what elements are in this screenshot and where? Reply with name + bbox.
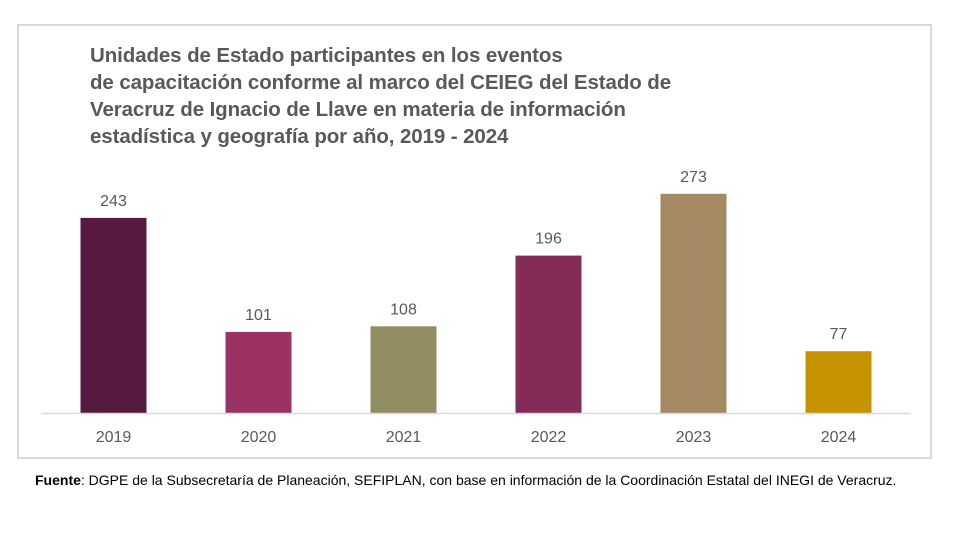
x-tick-label-2022: 2022 [531,429,567,446]
bar-2023 [660,193,727,413]
bar-2019 [80,217,147,413]
data-label-2022: 196 [535,231,562,248]
chart-title-line-2: de capacitación conforme al marco del CE… [90,71,672,94]
chart-frame [17,24,932,459]
bar-2022 [515,255,582,413]
source-label: Fuente [35,472,81,488]
x-tick-label-2023: 2023 [676,429,712,446]
x-tick-label-2020: 2020 [241,429,277,446]
data-label-2024: 77 [830,326,848,343]
data-label-2020: 101 [245,307,272,324]
x-tick-labels-layer: 2019 2020 2021 2022 2023 2024 [96,429,857,446]
data-labels-layer: 243 101 108 196 273 77 [100,169,847,343]
source-separator: : [80,472,89,488]
chart-title-line-4: estadística y geografía por año, 2019 - … [90,125,509,148]
data-label-2023: 273 [680,169,707,186]
data-label-2021: 108 [390,301,417,318]
x-tick-label-2024: 2024 [821,429,857,446]
chart-title-line-3: Veracruz de Ignacio de Llave en materia … [90,98,626,121]
bar-2021 [370,326,437,413]
chart-title-line-1: Unidades de Estado participantes en los … [90,44,563,67]
source-text: DGPE de la Subsecretaría de Planeación, … [88,472,897,488]
source-note: Fuente: DGPE de la Subsecretaría de Plan… [35,470,935,491]
x-tick-label-2021: 2021 [386,429,422,446]
bars-layer [80,193,872,413]
x-tick-label-2019: 2019 [96,429,132,446]
bar-2020 [225,331,292,413]
chart-title: Unidades de Estado participantes en los … [90,42,790,150]
bar-2024 [805,351,872,413]
data-label-2019: 243 [100,193,127,210]
